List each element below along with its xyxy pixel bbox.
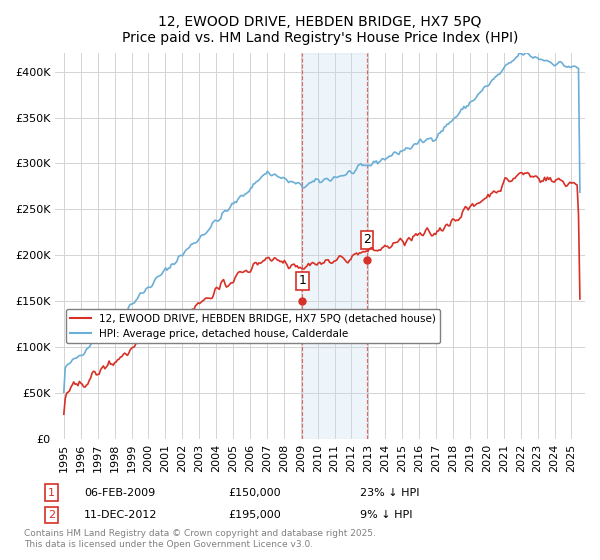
Legend: 12, EWOOD DRIVE, HEBDEN BRIDGE, HX7 5PQ (detached house), HPI: Average price, de: 12, EWOOD DRIVE, HEBDEN BRIDGE, HX7 5PQ …	[66, 309, 440, 343]
Text: 06-FEB-2009: 06-FEB-2009	[84, 488, 155, 498]
Text: £150,000: £150,000	[228, 488, 281, 498]
Title: 12, EWOOD DRIVE, HEBDEN BRIDGE, HX7 5PQ
Price paid vs. HM Land Registry's House : 12, EWOOD DRIVE, HEBDEN BRIDGE, HX7 5PQ …	[122, 15, 518, 45]
Text: Contains HM Land Registry data © Crown copyright and database right 2025.
This d: Contains HM Land Registry data © Crown c…	[24, 529, 376, 549]
Text: 2: 2	[363, 233, 371, 246]
Text: 2: 2	[48, 510, 55, 520]
Text: £195,000: £195,000	[228, 510, 281, 520]
Text: 11-DEC-2012: 11-DEC-2012	[84, 510, 157, 520]
Text: 1: 1	[48, 488, 55, 498]
Text: 1: 1	[298, 274, 307, 287]
Bar	[302, 53, 367, 439]
Text: 23% ↓ HPI: 23% ↓ HPI	[360, 488, 419, 498]
Text: 9% ↓ HPI: 9% ↓ HPI	[360, 510, 413, 520]
